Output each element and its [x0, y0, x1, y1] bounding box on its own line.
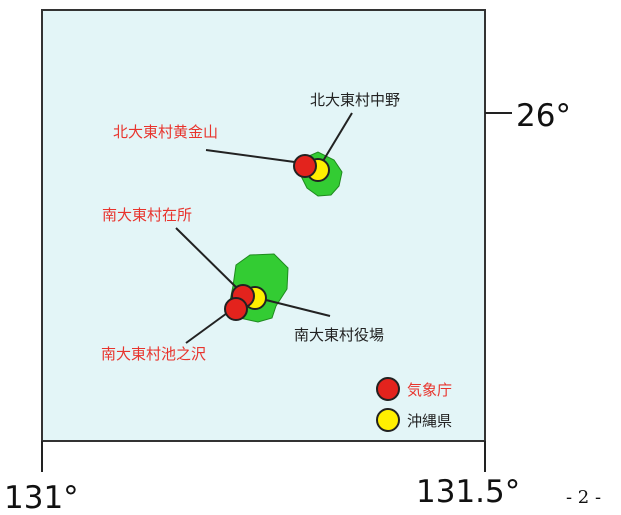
marker-minami-ikenosawa-jma — [224, 297, 248, 321]
label-minami-ikenosawa: 南大東村池之沢 — [101, 345, 206, 363]
leader-minami-yakuba — [257, 297, 331, 317]
map-frame — [41, 9, 486, 442]
lon-label-131-5: 131.5° — [416, 474, 520, 510]
leader-minami-zaisho — [175, 227, 243, 294]
label-kita-kogane: 北大東村黄金山 — [113, 123, 218, 141]
leader-kita-kogane — [205, 149, 303, 164]
legend-jma-label: 気象庁 — [407, 381, 452, 399]
label-minami-zaisho: 南大東村在所 — [102, 206, 192, 224]
legend-jma-marker — [376, 377, 400, 401]
lat-label-26: 26° — [516, 98, 571, 134]
leader-kita-nakano — [319, 112, 353, 167]
label-kita-nakano: 北大東村中野 — [310, 91, 400, 109]
header-fragment: ・・・・・・・・・・・・・ — [100, 0, 295, 6]
label-minami-yakuba: 南大東村役場 — [294, 326, 384, 344]
marker-kita-kogane-jma — [293, 154, 317, 178]
lon-label-131: 131° — [4, 480, 79, 515]
legend-okinawa-label: 沖縄県 — [407, 412, 452, 430]
page-number: - 2 - — [566, 487, 601, 508]
legend: 気象庁 沖縄県 — [376, 377, 452, 432]
legend-okinawa-marker — [376, 408, 400, 432]
